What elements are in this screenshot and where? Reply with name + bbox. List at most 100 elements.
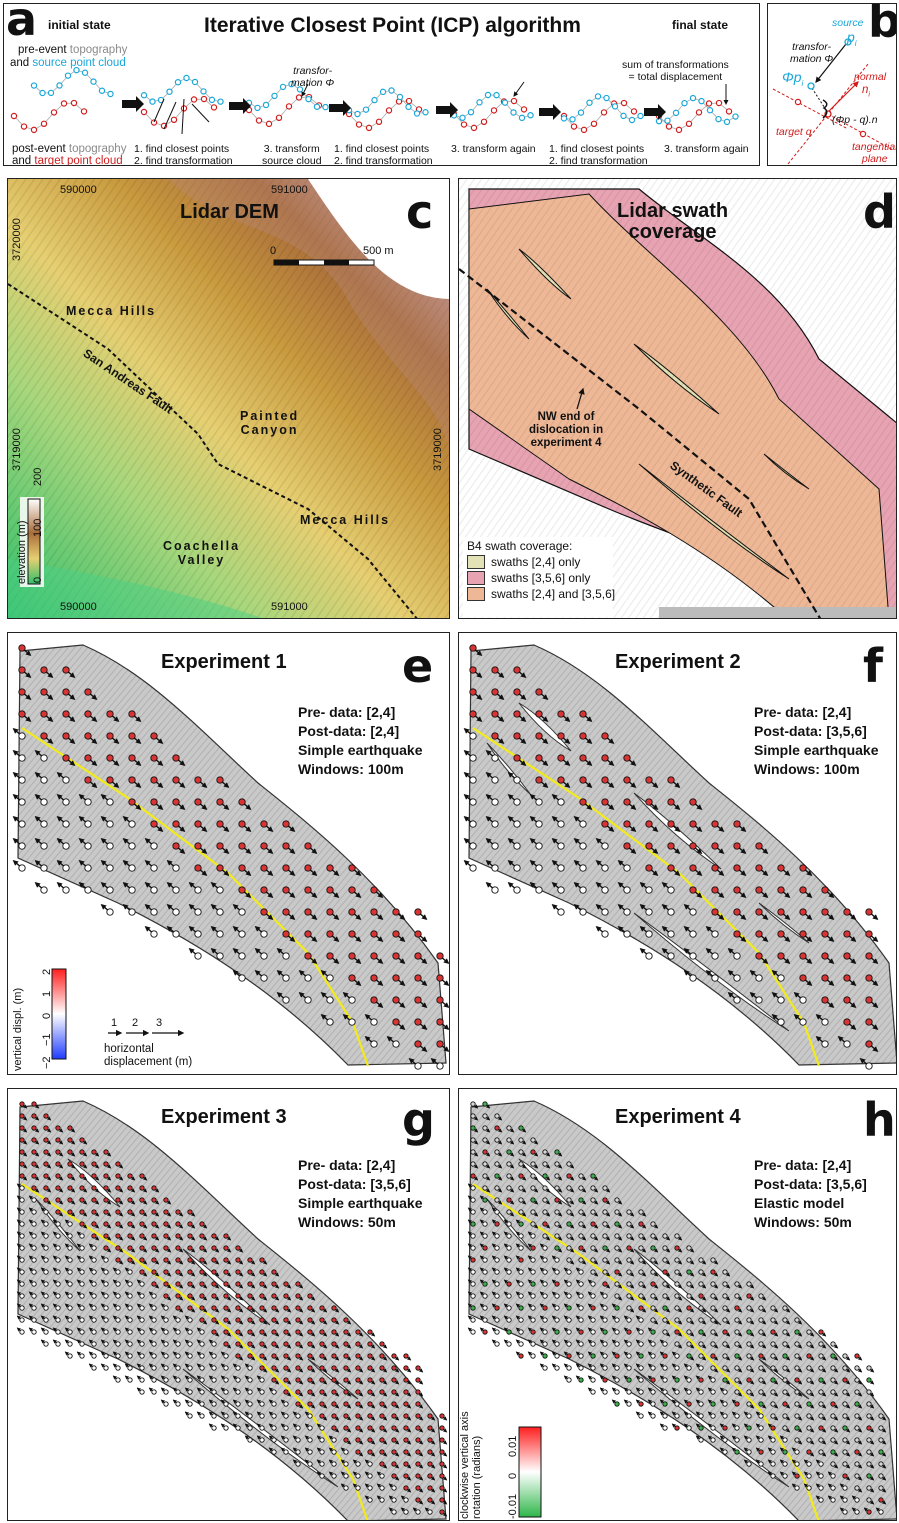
displacement-marker [40,886,48,894]
displacement-marker [79,1209,85,1215]
displacement-marker [794,1461,800,1467]
displacement-marker [151,1245,157,1251]
displacement-marker [842,1509,848,1515]
displacement-marker [770,1317,776,1323]
displacement-marker [139,1341,145,1347]
displacement-marker [163,1197,169,1203]
displacement-marker [722,1425,728,1431]
displacement-marker [283,1413,289,1419]
displacement-marker [403,1377,409,1383]
displacement-marker [578,1293,584,1299]
displacement-marker [247,1425,253,1431]
displacement-marker [535,754,543,762]
legend-swatch [467,571,485,585]
displacement-marker [806,1329,812,1335]
displacement-marker [115,1209,121,1215]
step-arrow [329,100,351,116]
displacement-marker [506,1293,512,1299]
displacement-marker [139,1245,145,1251]
nw-end-arrow [576,387,585,410]
displacement-marker [150,886,158,894]
displacement-marker [878,1497,884,1503]
displacement-marker [187,1413,193,1419]
displacement-marker [854,1413,860,1419]
displacement-marker [542,1221,548,1227]
displacement-marker [518,1281,524,1287]
displacement-marker [469,820,477,828]
displacement-marker [259,1437,265,1443]
displacement-marker [554,1221,560,1227]
displacement-marker [326,930,334,938]
displacement-marker [662,1317,668,1323]
displacement-marker [19,1293,25,1299]
displacement-marker [106,776,114,784]
displacement-marker [746,1377,752,1383]
painted-canyon-label: Painted Canyon [240,409,300,437]
displacement-marker [355,1449,361,1455]
displacement-marker [55,1161,61,1167]
displacement-marker [806,1353,812,1359]
displacement-marker [746,1293,752,1299]
displacement-marker [494,1245,500,1251]
displacement-marker [106,864,114,872]
displacement-marker [235,1401,241,1407]
vd-tick: 2 [41,968,53,975]
displacement-marker [307,1365,313,1371]
displacement-marker [139,1377,145,1383]
displacement-marker [638,1329,644,1335]
displacement-marker [770,1341,776,1347]
displacement-marker [782,1329,788,1335]
displacement-marker [40,864,48,872]
displacement-marker [67,1305,73,1311]
displacement-marker [127,1257,133,1263]
source-cloud-point [271,92,278,100]
displacement-marker [470,1209,476,1215]
displacement-marker [494,1257,500,1263]
displacement-marker [403,1497,409,1503]
displacement-marker [711,930,719,938]
displacement-marker [770,1353,776,1359]
displacement-marker [91,1233,97,1239]
displacement-marker [638,1221,644,1227]
displacement-marker [557,776,565,784]
displacement-marker [518,1257,524,1263]
displacement-marker [348,930,356,938]
displacement-marker [19,1161,25,1167]
displacement-marker [513,864,521,872]
displacement-marker [271,1437,277,1443]
displacement-marker [319,1473,325,1479]
displacement-marker [878,1485,884,1491]
displacement-marker [806,1473,812,1479]
elevation-colorbar [27,498,41,585]
source-cloud-point [715,115,722,123]
displacement-marker [355,1329,361,1335]
source-cloud-point [459,114,466,122]
displacement-marker [127,1293,133,1299]
displacement-marker [43,1257,49,1263]
displacement-marker [379,1341,385,1347]
displacement-marker [326,886,334,894]
displacement-marker [626,1281,632,1287]
displacement-marker [367,1341,373,1347]
displacement-marker [150,864,158,872]
target-cloud-point [265,120,273,128]
displacement-marker [710,1305,716,1311]
displacement-marker [821,886,829,894]
displacement-marker [392,974,400,982]
displacement-marker [650,1413,656,1419]
source-cloud-point [254,104,261,112]
displacement-marker [79,1233,85,1239]
displacement-marker [19,1149,25,1155]
displacement-marker [518,1317,524,1323]
displacement-marker [151,1257,157,1263]
displacement-marker [734,1389,740,1395]
displacement-marker [31,1161,37,1167]
displacement-marker [698,1281,704,1287]
displacement-marker [139,1365,145,1371]
displacement-marker [271,1341,277,1347]
displacement-marker [343,1389,349,1395]
displacement-marker [307,1449,313,1455]
displacement-marker [115,1245,121,1251]
annotation-arrow [513,81,525,97]
source-cloud-point [305,95,312,103]
